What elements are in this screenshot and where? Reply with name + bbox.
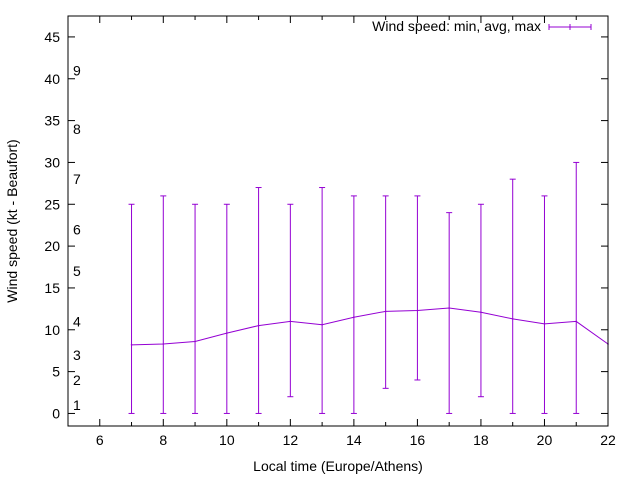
x-tick-label-6: 6 [96, 432, 104, 448]
errorbar-8 [160, 195, 167, 414]
y-tick-label-10: 10 [44, 322, 60, 338]
avg-point-11 [257, 324, 260, 327]
x-tick-label-18: 18 [473, 432, 489, 448]
x-tick-label-22: 22 [600, 432, 616, 448]
avg-point-12 [289, 320, 292, 323]
beaufort-label-7: 7 [73, 171, 81, 187]
beaufort-label-1: 1 [73, 397, 81, 413]
y-tick-label-5: 5 [52, 364, 60, 380]
avg-point-19 [511, 318, 514, 320]
y-tick-label-30: 30 [44, 154, 60, 170]
x-tick-label-20: 20 [537, 432, 553, 448]
avg-point-21 [575, 320, 578, 323]
errorbar-21 [573, 161, 580, 414]
y-tick-label-35: 35 [44, 113, 60, 129]
errorbar-20 [541, 195, 548, 414]
errorbar-19 [509, 178, 516, 414]
y-tick-label-25: 25 [44, 196, 60, 212]
errorbar-15 [382, 195, 389, 389]
y-tick-label-45: 45 [44, 29, 60, 45]
errorbar-12 [287, 203, 294, 398]
avg-point-8 [162, 343, 165, 345]
errorbar-10 [223, 203, 230, 414]
legend-key [548, 24, 592, 30]
avg-point-7 [130, 344, 133, 346]
legend-label: Wind speed: min, avg, max [372, 18, 541, 34]
errorbar-9 [192, 203, 199, 414]
x-tick-label-8: 8 [159, 432, 167, 448]
plot-frame [67, 15, 609, 427]
beaufort-label-5: 5 [73, 263, 81, 279]
beaufort-label-4: 4 [73, 313, 81, 329]
avg-point-16 [416, 309, 419, 312]
errorbar-18 [477, 203, 484, 398]
y-tick-label-0: 0 [52, 405, 60, 421]
legend: Wind speed: min, avg, max [372, 18, 592, 34]
errorbar-7 [128, 203, 135, 414]
errorbar-11 [255, 187, 262, 414]
beaufort-label-3: 3 [73, 347, 81, 363]
beaufort-label-9: 9 [73, 62, 81, 78]
x-tick-label-12: 12 [283, 432, 299, 448]
y-tick-label-20: 20 [44, 238, 60, 254]
x-tick-label-10: 10 [219, 432, 235, 448]
errorbar-13 [319, 187, 326, 414]
y-axis-label: Wind speed (kt - Beaufort) [4, 139, 20, 302]
x-tick-label-14: 14 [346, 432, 362, 448]
avg-point-18 [480, 311, 482, 314]
avg-point-15 [384, 310, 387, 313]
beaufort-label-8: 8 [73, 121, 81, 137]
avg-line [131, 307, 609, 346]
avg-point-13 [321, 323, 323, 326]
x-tick-label-16: 16 [410, 432, 426, 448]
beaufort-label-6: 6 [73, 221, 81, 237]
x-axis-label: Local time (Europe/Athens) [253, 458, 423, 474]
beaufort-label-2: 2 [73, 372, 81, 388]
avg-point-14 [353, 316, 355, 319]
y-tick-label-15: 15 [44, 280, 60, 296]
tick-marks [67, 16, 609, 426]
errorbar-16 [414, 195, 421, 381]
errorbar-17 [446, 212, 453, 414]
y-tick-label-40: 40 [44, 71, 60, 87]
series-wind-speed [128, 161, 609, 414]
avg-point-17 [448, 307, 450, 309]
avg-point-20 [543, 323, 546, 325]
avg-point-9 [194, 340, 196, 343]
avg-point-10 [226, 332, 228, 334]
errorbar-14 [350, 195, 357, 414]
